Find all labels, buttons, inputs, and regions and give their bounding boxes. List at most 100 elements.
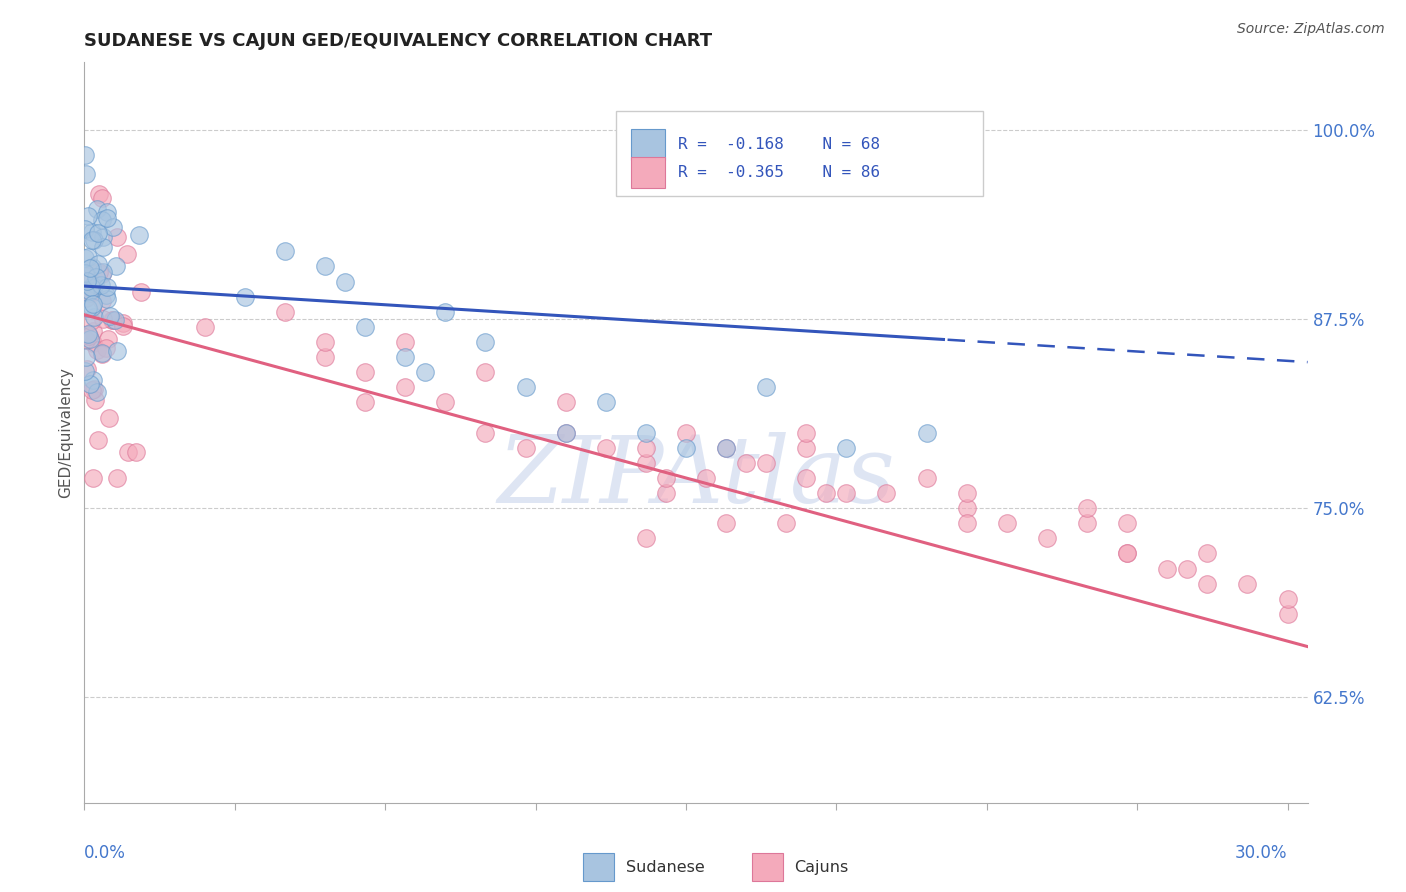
Point (105, 470, 128, 484)
Point (80, 260, 103, 275)
Point (333, 275, 356, 289)
Point (82, 297, 104, 311)
Point (97, 333, 120, 347)
Point (675, 425, 697, 440)
Point (835, 441, 858, 455)
Point (995, 516, 1018, 531)
Point (104, 313, 127, 327)
Text: SUDANESE VS CAJUN GED/EQUIVALENCY CORRELATION CHART: SUDANESE VS CAJUN GED/EQUIVALENCY CORREL… (84, 32, 713, 50)
Point (554, 425, 576, 440)
Point (1076, 516, 1098, 531)
Point (474, 334, 496, 349)
FancyBboxPatch shape (616, 111, 983, 195)
Point (82, 282, 104, 296)
Point (76, 268, 98, 283)
Point (634, 532, 657, 546)
Point (554, 395, 576, 409)
Text: 0.0%: 0.0% (84, 844, 127, 862)
Point (87, 265, 110, 279)
Point (125, 445, 148, 459)
Point (835, 486, 858, 500)
Point (354, 395, 377, 409)
Point (474, 425, 496, 440)
Point (73, 266, 96, 280)
Point (314, 260, 336, 274)
Point (515, 380, 537, 394)
Point (875, 486, 897, 500)
Point (86, 257, 108, 271)
Point (554, 425, 576, 440)
Point (634, 425, 657, 440)
Point (394, 350, 416, 364)
Point (73, 363, 96, 377)
Point (655, 471, 678, 485)
Point (354, 319, 377, 334)
Point (83, 233, 105, 247)
Point (956, 516, 979, 531)
Point (515, 441, 537, 455)
Text: Source: ZipAtlas.com: Source: ZipAtlas.com (1237, 22, 1385, 37)
Point (80, 225, 103, 239)
Text: R =  -0.365    N = 86: R = -0.365 N = 86 (678, 165, 880, 180)
Point (105, 230, 128, 244)
Point (103, 220, 125, 235)
Point (98, 310, 121, 324)
Point (103, 313, 125, 327)
Point (105, 344, 128, 359)
Point (115, 247, 138, 261)
Point (91, 230, 114, 244)
Point (394, 380, 416, 394)
Point (815, 486, 838, 500)
Point (714, 441, 737, 455)
Point (73, 148, 96, 162)
Point (1197, 576, 1219, 591)
Point (755, 380, 778, 394)
Point (233, 290, 256, 304)
Point (634, 441, 657, 455)
Point (91, 347, 114, 361)
Point (96, 293, 118, 307)
Point (82, 324, 104, 338)
Point (75, 285, 97, 300)
Point (96, 211, 118, 226)
Point (91, 265, 114, 279)
Point (86, 343, 108, 357)
Point (93, 311, 115, 326)
Text: R =  -0.168    N = 68: R = -0.168 N = 68 (678, 137, 880, 153)
Text: ZIPAtlas: ZIPAtlas (498, 432, 894, 522)
Point (96, 204, 118, 219)
Point (794, 425, 817, 440)
Point (354, 365, 377, 379)
Point (1197, 547, 1219, 561)
Point (82, 471, 104, 485)
Point (434, 304, 457, 318)
Point (775, 516, 797, 531)
Point (105, 259, 128, 273)
Point (77, 209, 100, 223)
Point (84, 277, 107, 291)
Point (794, 441, 817, 455)
Point (79, 332, 101, 346)
Point (1175, 561, 1198, 575)
Point (76, 361, 98, 376)
Point (84, 269, 107, 284)
Point (79, 329, 101, 343)
Point (755, 456, 778, 470)
Point (79, 376, 101, 391)
Point (714, 516, 737, 531)
Point (75, 252, 97, 266)
Point (394, 334, 416, 349)
Point (956, 486, 979, 500)
Point (413, 365, 436, 379)
Point (1277, 607, 1299, 621)
Point (75, 333, 97, 347)
Point (79, 284, 101, 298)
FancyBboxPatch shape (631, 157, 665, 188)
Point (86, 202, 108, 216)
Point (80, 300, 103, 314)
Point (915, 425, 938, 440)
Point (634, 456, 657, 470)
Point (96, 279, 118, 293)
Point (87, 187, 110, 202)
Point (87, 226, 110, 240)
